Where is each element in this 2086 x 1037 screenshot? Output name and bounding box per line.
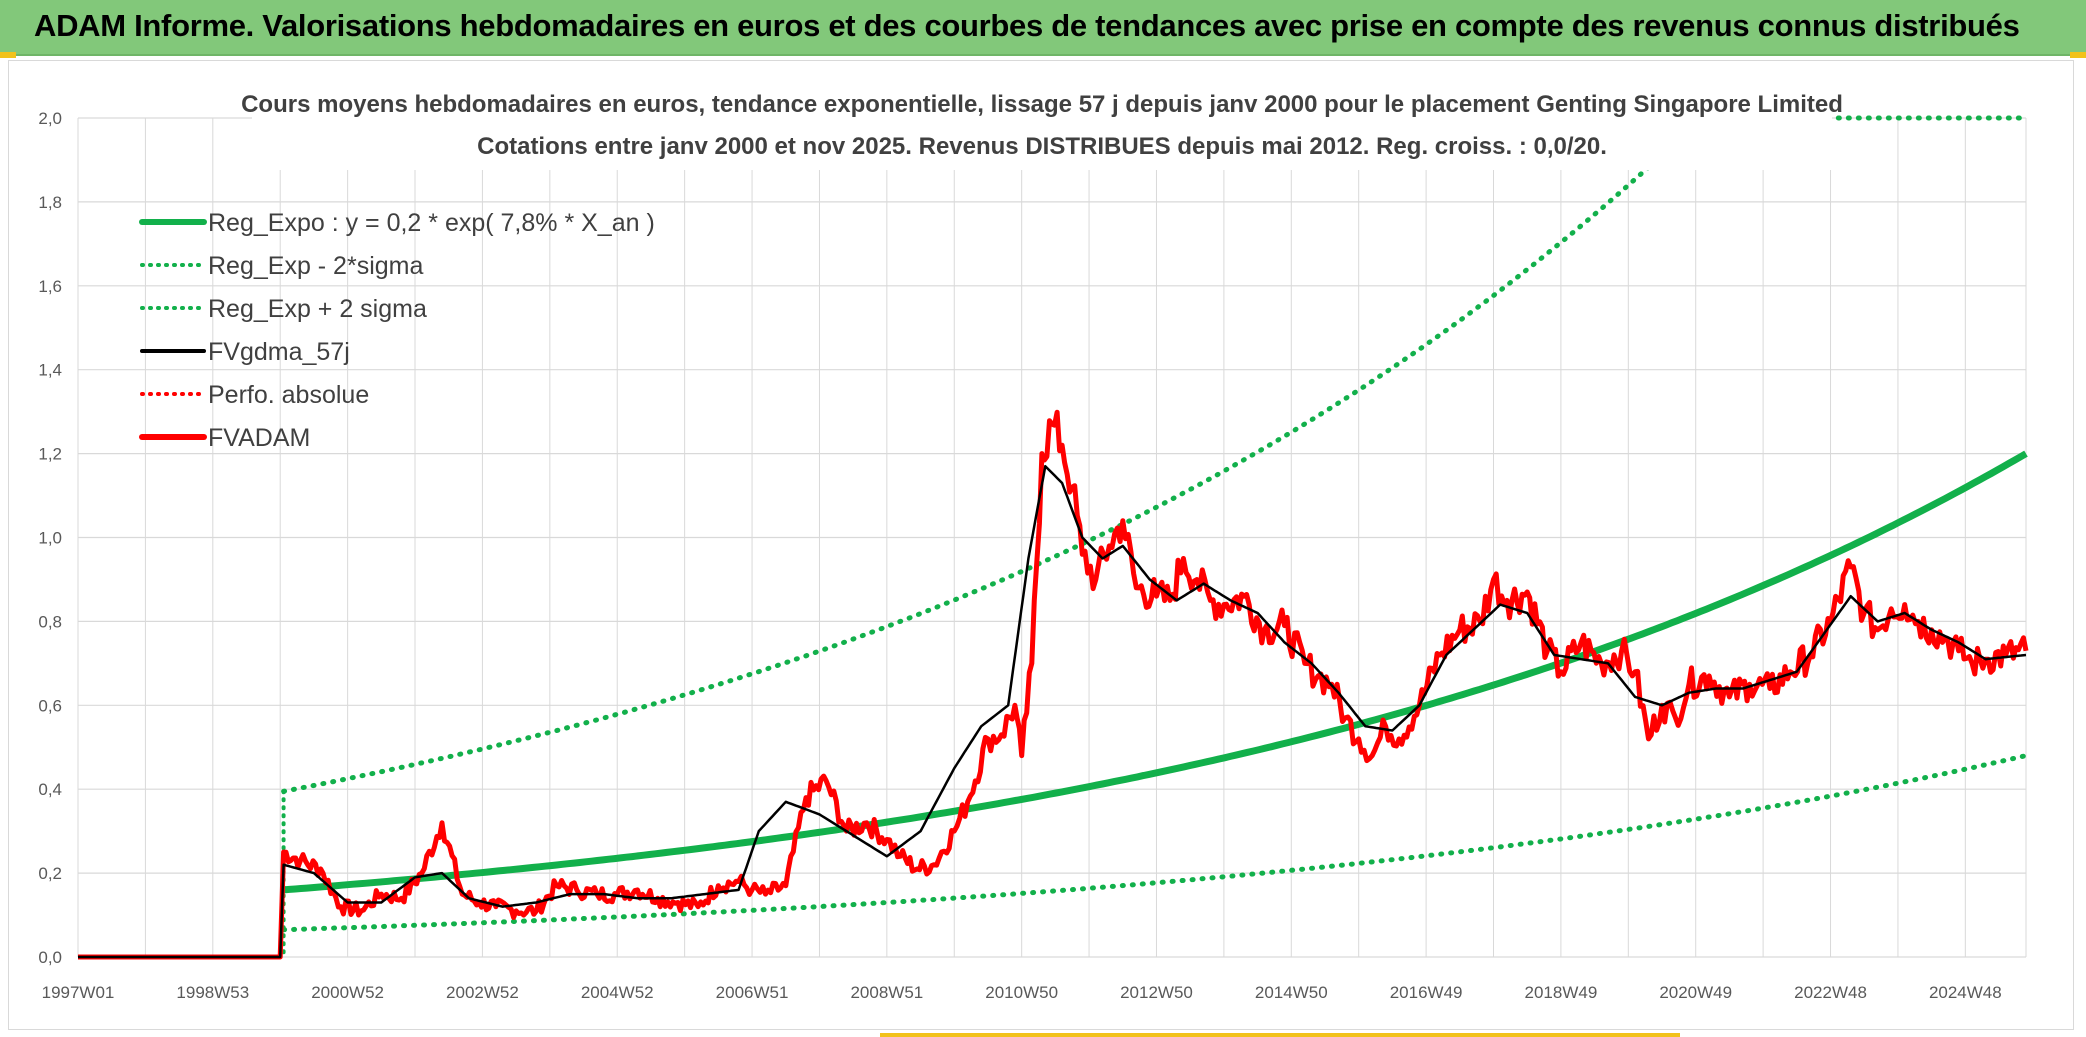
y-tick-label: 0,0	[38, 948, 62, 967]
chart-title-line2: Cotations entre janv 2000 et nov 2025. R…	[477, 133, 1607, 160]
reg-plus-2sigma-line	[281, 115, 2029, 794]
corner-mark-right	[2070, 52, 2086, 58]
x-tick-label: 2022W48	[1794, 983, 1867, 1002]
chart-title-background	[252, 82, 1832, 170]
y-tick-label: 1,2	[38, 445, 62, 464]
x-tick-label: 2018W49	[1525, 983, 1598, 1002]
reg-minus-2sigma-line	[281, 753, 2029, 933]
x-tick-label: 2020W49	[1659, 983, 1732, 1002]
y-tick-label: 0,8	[38, 612, 62, 631]
fvadam-line	[78, 409, 2029, 960]
reg-expo-line	[283, 450, 2028, 894]
legend-label-reg_expo: Reg_Expo : y = 0,2 * exp( 7,8% * X_an )	[208, 209, 655, 237]
x-tick-label: 2016W49	[1390, 983, 1463, 1002]
y-tick-label: 1,0	[38, 529, 62, 548]
x-tick-label: 2006W51	[716, 983, 789, 1002]
x-tick-label: 2008W51	[850, 983, 923, 1002]
y-tick-label: 1,4	[38, 361, 62, 380]
x-tick-label: 2024W48	[1929, 983, 2002, 1002]
chart-title: Cours moyens hebdomadaires en euros, ten…	[241, 82, 1843, 170]
y-tick-label: 2,0	[38, 109, 62, 128]
chart-title-line1: Cours moyens hebdomadaires en euros, ten…	[241, 91, 1843, 118]
header-banner: ADAM Informe. Valorisations hebdomadaire…	[0, 0, 2086, 56]
legend-label-reg_plus: Reg_Exp + 2 sigma	[208, 295, 427, 323]
corner-mark-bottom	[880, 1033, 1680, 1037]
y-tick-label: 0,4	[38, 780, 62, 799]
legend-label-perfo: Perfo. absolue	[208, 381, 369, 409]
x-tick-label: 2002W52	[446, 983, 519, 1002]
y-tick-label: 1,8	[38, 193, 62, 212]
grid-lines	[77, 117, 2027, 958]
legend-label-fvgdma: FVgdma_57j	[208, 338, 350, 366]
legend-label-reg_minus: Reg_Exp - 2*sigma	[208, 252, 423, 280]
x-tick-label: 2000W52	[311, 983, 384, 1002]
x-tick-label: 1998W53	[176, 983, 249, 1002]
fvgdma-57j-line	[78, 464, 2027, 959]
corner-mark-left	[0, 52, 16, 58]
x-tick-label: 2014W50	[1255, 983, 1328, 1002]
y-tick-label: 1,6	[38, 277, 62, 296]
x-tick-label: 1997W01	[42, 983, 115, 1002]
header-title: ADAM Informe. Valorisations hebdomadaire…	[34, 8, 2020, 43]
legend-label-fvadam: FVADAM	[208, 424, 310, 452]
x-axis-ticks: 1997W01 1998W53 2000W52 2002W52 2004W52 2006W…	[42, 983, 2002, 1002]
y-axis-ticks: 0,0 0,2 0,4 0,6 0,8 1,0 1,2 1,4 1,6 1,8 2,0	[38, 109, 62, 967]
x-tick-label: 2010W50	[985, 983, 1058, 1002]
chart-frame	[8, 60, 2074, 1030]
x-tick-label: 2004W52	[581, 983, 654, 1002]
y-tick-label: 0,2	[38, 864, 62, 883]
series-lines	[78, 115, 2029, 960]
y-tick-label: 0,6	[38, 696, 62, 715]
legend: Reg_Expo : y = 0,2 * exp( 7,8% * X_an ) R…	[139, 209, 655, 452]
x-tick-label: 2012W50	[1120, 983, 1193, 1002]
